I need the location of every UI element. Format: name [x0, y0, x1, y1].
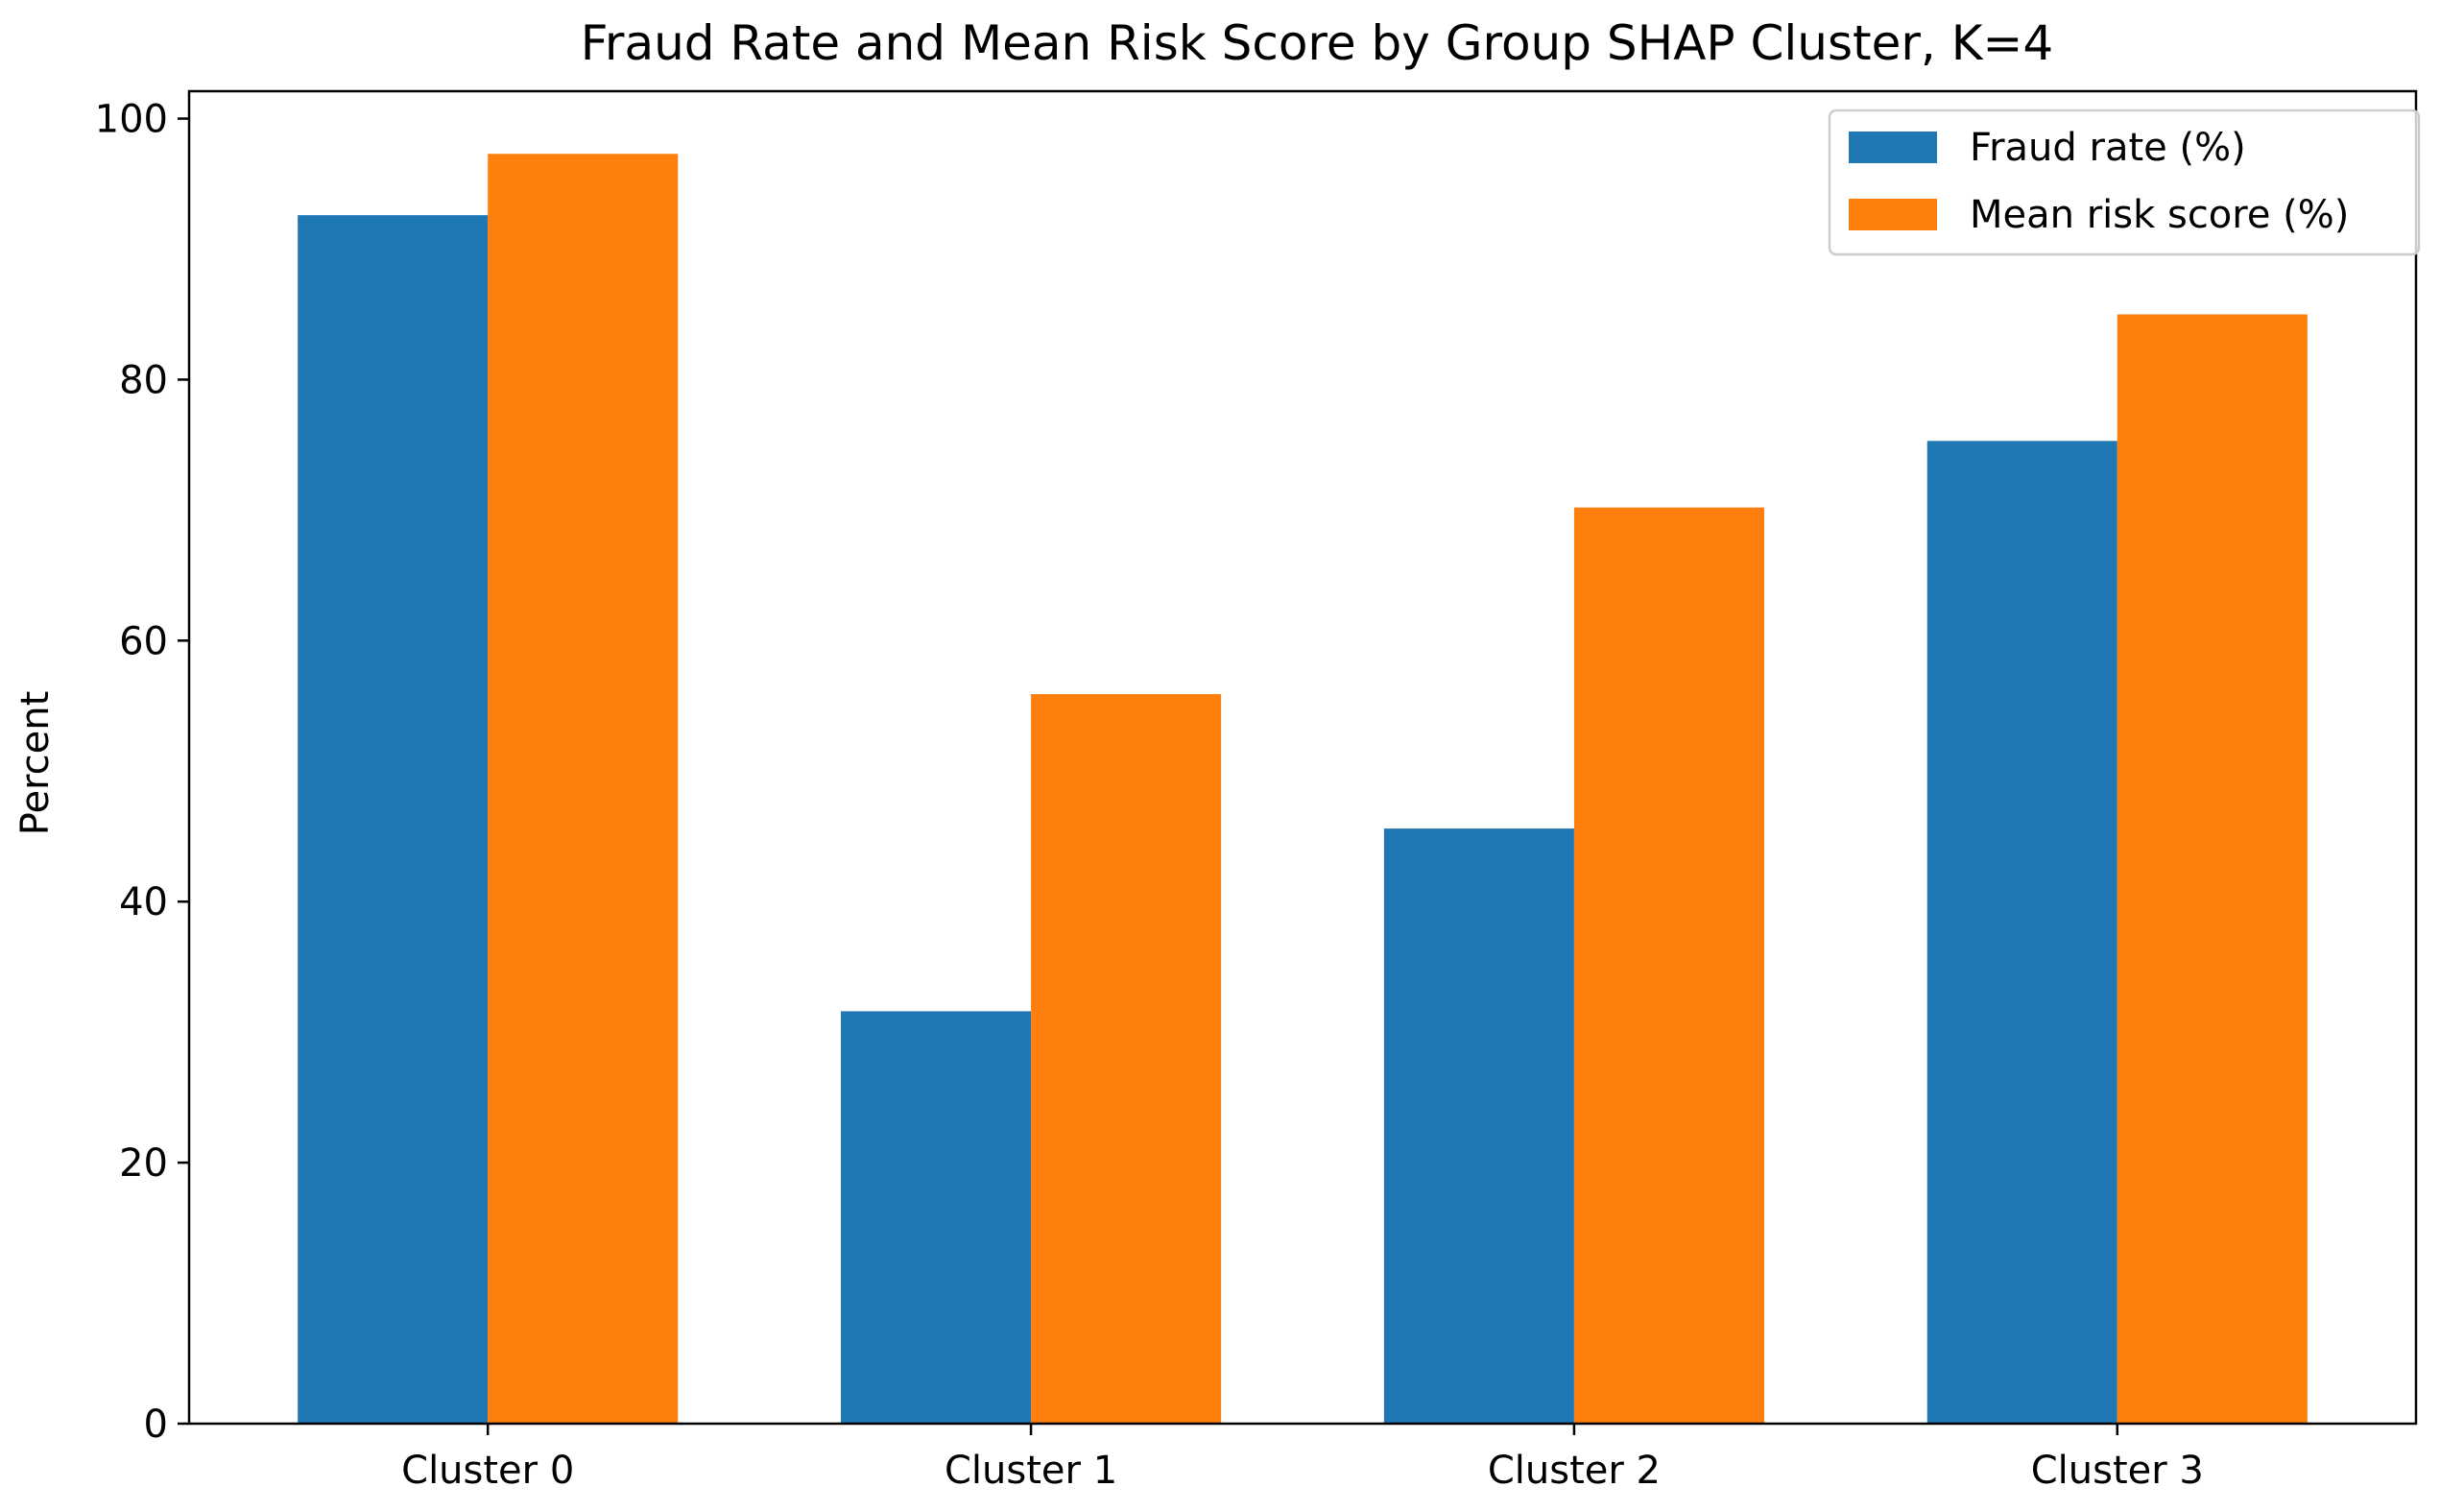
bar-cluster-0-series-1	[488, 154, 679, 1425]
legend-box	[1828, 108, 2421, 256]
y-tick-label: 20	[119, 1141, 168, 1186]
legend-label-1: Mean risk score (%)	[1970, 193, 2349, 237]
x-tick-label: Cluster 2	[1488, 1449, 1661, 1493]
y-tick-label: 80	[119, 358, 168, 402]
y-tick-label: 100	[95, 98, 168, 142]
bar-cluster-3-series-0	[1926, 441, 2117, 1424]
x-tick-label: Cluster 0	[401, 1449, 574, 1493]
bar-cluster-2-series-1	[1573, 507, 1764, 1424]
bar-cluster-2-series-0	[1383, 828, 1574, 1424]
y-tick-label: 60	[119, 619, 168, 663]
plot-area: 0 20 40 60 80 100 Cluster 0 Cluster 1 Cluster 2 C…	[95, 89, 2418, 1493]
legend-swatch-1	[1849, 199, 1937, 230]
x-tick-label: Cluster 3	[2031, 1449, 2204, 1493]
legend-swatch-0	[1849, 132, 1937, 163]
bar-cluster-3-series-1	[2117, 314, 2308, 1425]
legend-label-0: Fraud rate (%)	[1970, 126, 2246, 170]
bar-cluster-1-series-0	[841, 1011, 1032, 1424]
y-axis-label: Percent	[13, 691, 58, 836]
bar-cluster-1-series-1	[1031, 694, 1222, 1424]
bar-cluster-0-series-0	[298, 215, 489, 1424]
x-tick-label: Cluster 1	[945, 1449, 1117, 1493]
y-tick-label: 40	[119, 880, 168, 924]
axes-frame	[187, 89, 2418, 1426]
y-tick-label: 0	[144, 1403, 168, 1447]
legend: Fraud rate (%) Mean risk score (%)	[1828, 108, 2421, 256]
chart-title: Fraud Rate and Mean Risk Score by Group …	[581, 15, 2053, 71]
